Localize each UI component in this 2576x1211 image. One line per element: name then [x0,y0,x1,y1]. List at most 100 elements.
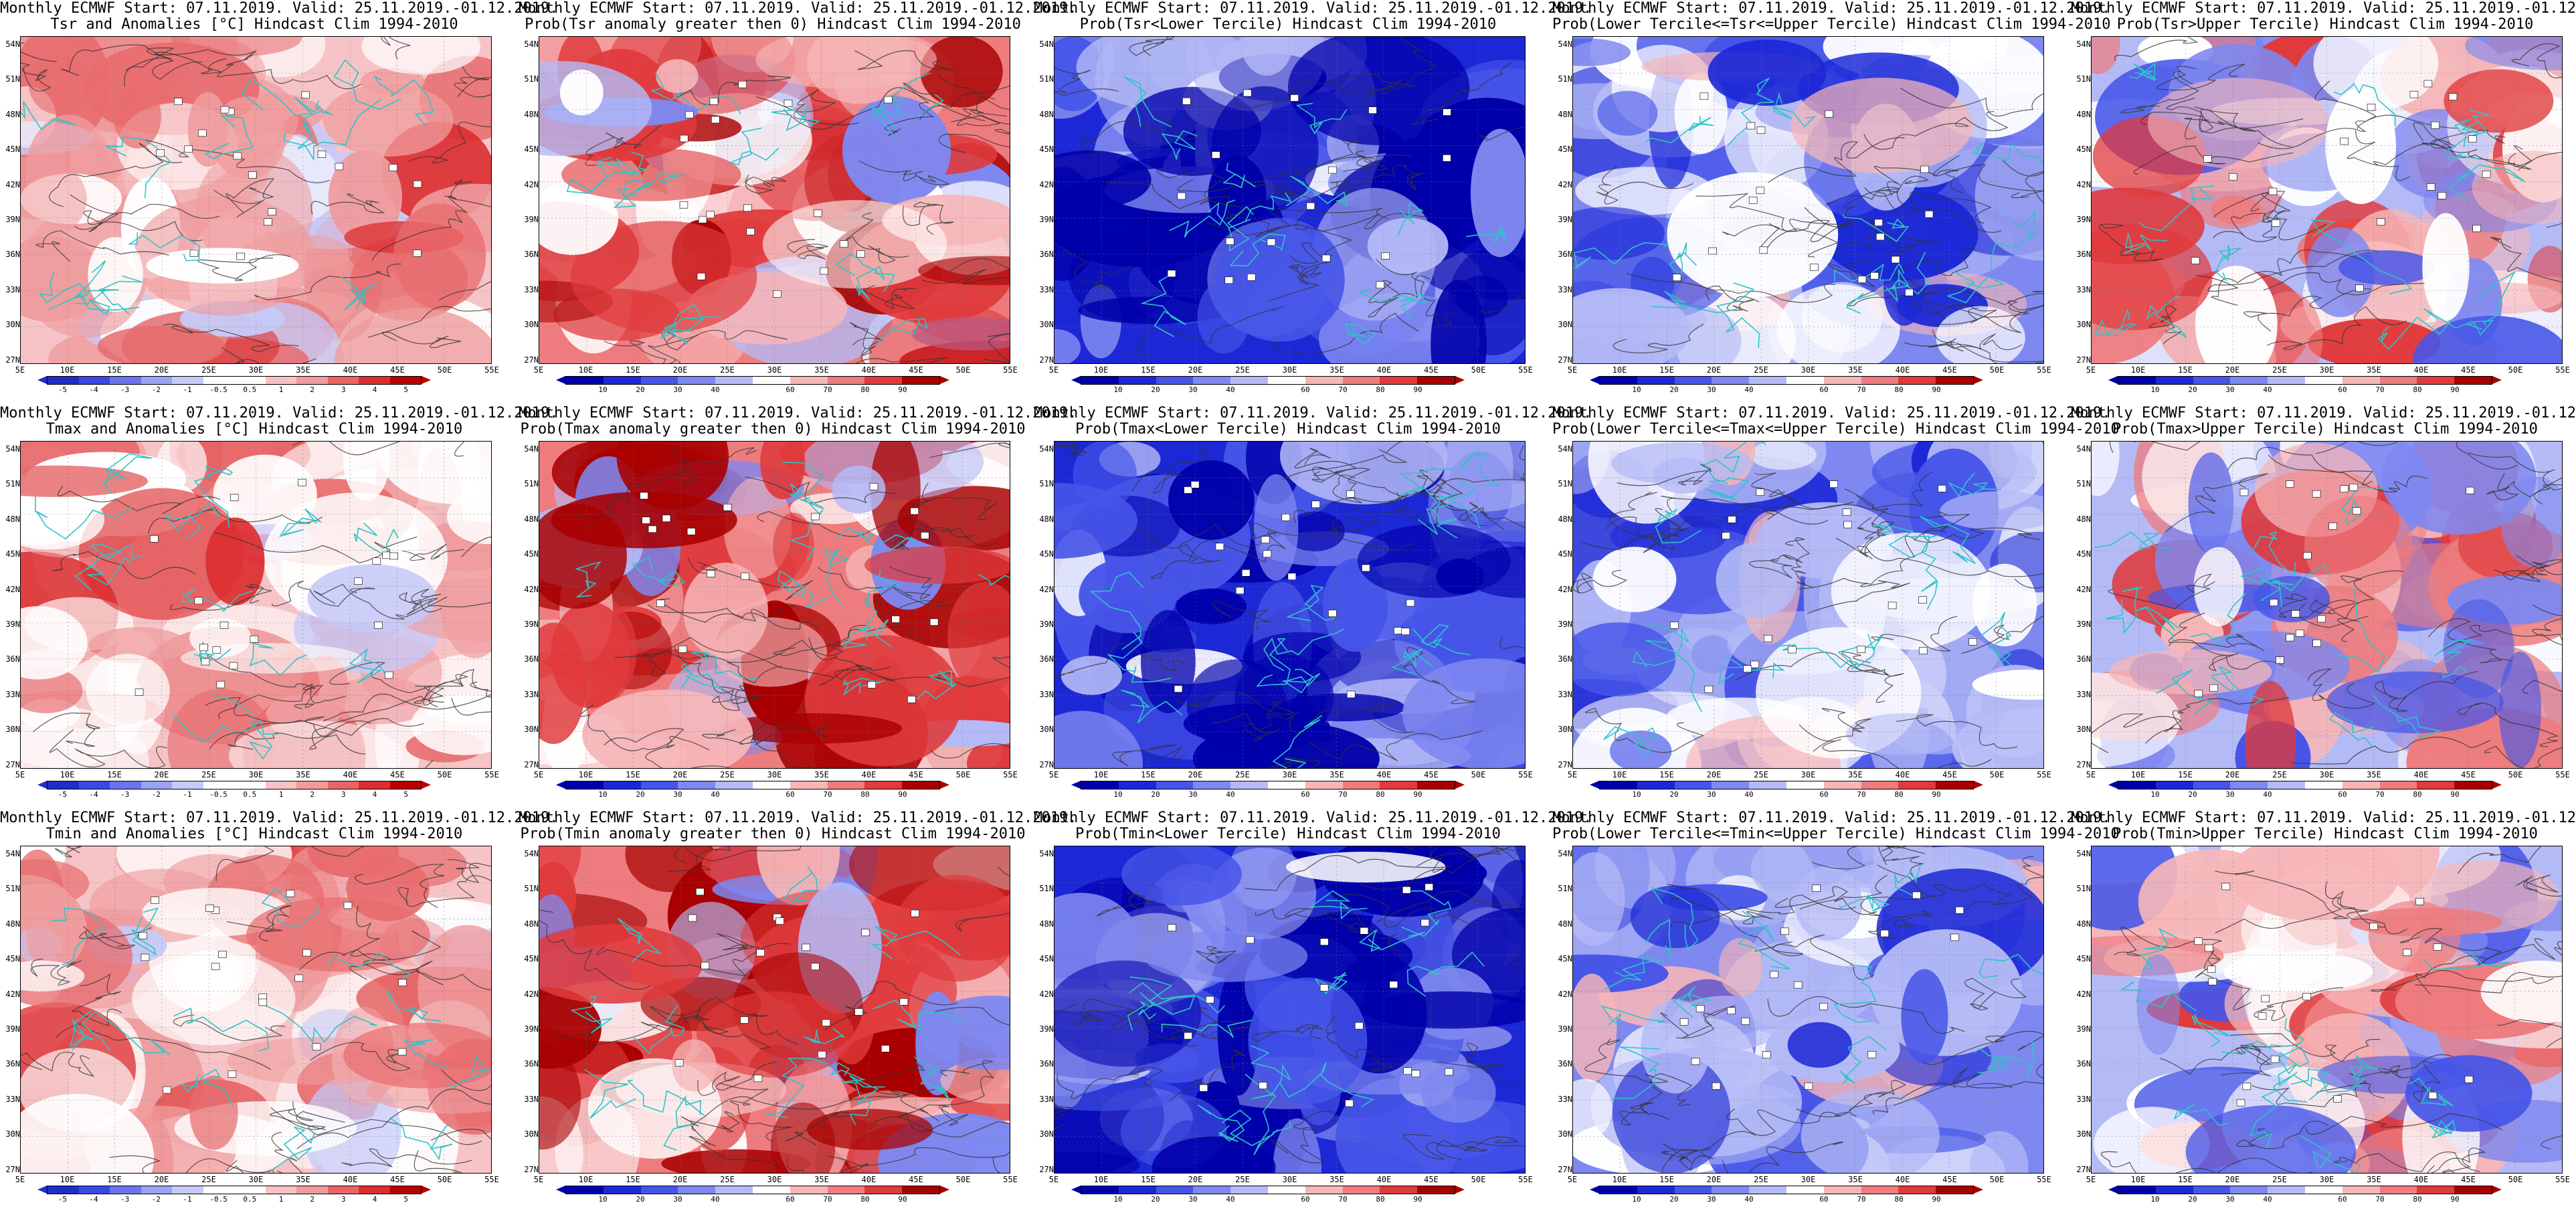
panel-title-line1: Monthly ECMWF Start: 07.11.2019. Valid: … [519,810,1077,826]
station-label [1670,622,1679,629]
colorbar-tick: 60 [1301,385,1310,394]
lon-label: 10E [60,1175,75,1184]
contour-line [1416,846,1513,867]
forecast-map[interactable] [1054,846,1526,1174]
contour-line [1307,730,1483,761]
colorbar-tick: 10 [1632,790,1641,799]
forecast-map[interactable] [20,846,492,1174]
station-label [1290,94,1299,102]
colorbar-segment [1600,1186,1637,1194]
station-label [707,570,715,577]
station-label [2472,225,2481,232]
contour-line [2243,288,2372,332]
lat-label: 45N [1039,145,1054,155]
lon-label: 5E [15,770,25,779]
station-label [1708,247,1717,255]
colorbar-tip-left [1071,1186,1081,1194]
colorbar-tick: 90 [898,385,907,394]
station-label [1167,270,1176,278]
station-label [2340,485,2349,493]
colorbar-tip-left [1071,376,1081,384]
coastline [1970,142,2043,165]
field-blob [1716,542,1798,618]
station-label [1763,634,1772,642]
station-label [1443,108,1451,116]
coastline [1221,1109,1291,1147]
coastline [660,322,688,345]
contour-line [1896,714,2018,749]
field-blob [920,37,1003,108]
coastline [1391,648,1433,675]
coastline [843,619,892,649]
field-blob [2338,250,2435,285]
field-blob [2413,315,2562,363]
colorbar-tick: -2 [151,385,161,394]
colorbar-segment [2193,1186,2231,1194]
contour-line [1630,1073,1693,1109]
lat-label: 51N [1558,884,1572,894]
lon-label: 25E [1754,365,1768,375]
colorbar-tick: 80 [1894,385,1904,394]
lon-label: 10E [2130,1175,2146,1184]
lat-label: 27N [1558,355,1572,365]
colorbar-tick: 70 [823,385,832,394]
lat-label: 39N [524,215,539,224]
station-label [1857,646,1866,653]
forecast-map[interactable] [1572,441,2044,769]
lat-label: 27N [2076,355,2091,365]
lat-label: 36N [524,654,539,664]
station-label [1184,1032,1192,1040]
forecast-map[interactable] [2091,846,2563,1174]
forecast-map[interactable] [1054,441,1526,769]
panel-title-line2: Prob(Lower Tercile<=Tmin<=Upper Tercile)… [1552,826,2120,842]
colorbar-tip-left [1590,1186,1599,1194]
forecast-map[interactable] [539,846,1010,1174]
coastline [2454,118,2480,148]
lat-label: 27N [5,759,20,769]
station-label [174,98,183,105]
forecast-map[interactable] [2091,441,2563,769]
field-blob [1176,588,1247,624]
colorbar-tick: 30 [1188,1195,1198,1204]
colorbar-tick: 2 [310,1195,314,1204]
colorbar-segment [1898,781,1936,789]
station-label [1905,288,1914,296]
contour-line [1206,206,1388,236]
contour-line [1251,1024,1323,1042]
coastline [1645,635,1703,713]
lon-label: 35E [1848,1175,1863,1184]
colorbar-segment [1823,781,1861,789]
contour-line [1360,846,1525,890]
station-label [891,616,900,623]
lon-label: 40E [2413,1175,2429,1184]
colorbar-segment [172,377,203,384]
forecast-map[interactable] [2091,36,2563,364]
station-label [233,152,242,160]
forecast-map[interactable] [1054,36,1526,364]
forecast-map[interactable] [1572,846,2044,1174]
colorbar-segment [1081,781,1119,789]
contour-line [2496,1019,2562,1028]
contour-line [919,85,1010,120]
station-label [2191,257,2200,264]
station-label [741,572,749,580]
lat-label: 54N [524,849,539,858]
contour-line [1751,472,1829,525]
lon-label: 15E [1141,770,1156,779]
field-blob [2472,151,2562,224]
coastline [764,1057,830,1119]
contour-line [1726,1108,1847,1136]
forecast-map[interactable] [20,36,492,364]
contour-line [163,323,299,353]
forecast-map[interactable] [20,441,492,769]
forecast-map[interactable] [539,441,1010,769]
forecast-map[interactable] [539,36,1010,364]
station-label [1810,264,1819,271]
forecast-map[interactable] [1572,36,2044,364]
colorbar-tick: 20 [2188,1195,2197,1204]
field-blob [21,489,105,550]
colorbar-tick: 90 [1413,385,1422,394]
panel-title-line2: Prob(Lower Tercile<=Tmax<=Upper Tercile)… [1552,421,2120,438]
station-label [709,98,719,105]
station-label [711,116,720,124]
